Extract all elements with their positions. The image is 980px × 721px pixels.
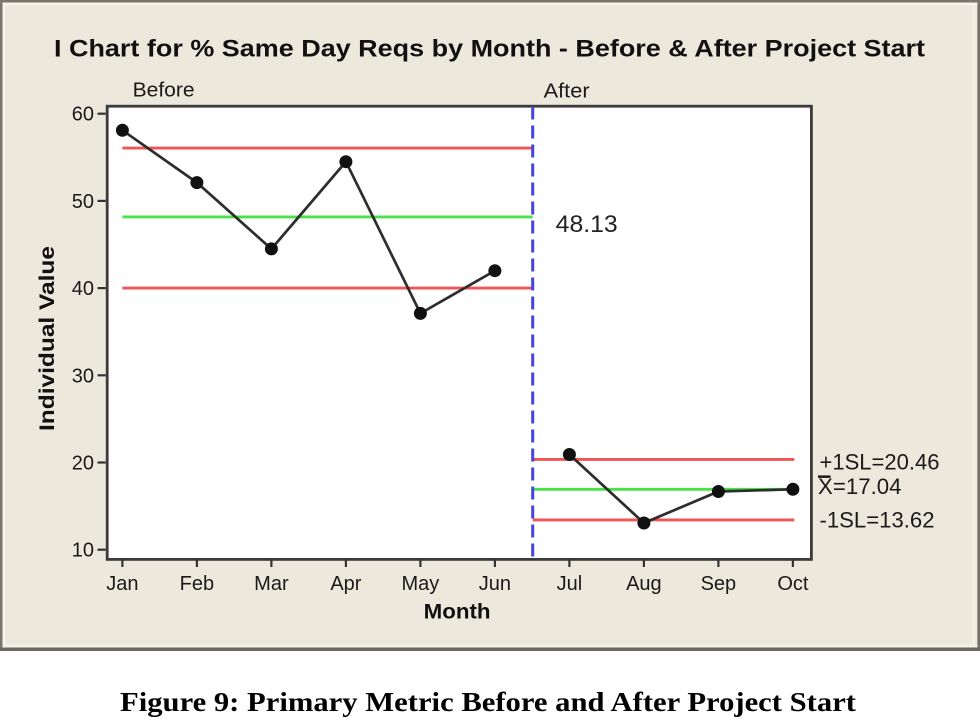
svg-text:Before: Before (133, 80, 195, 102)
svg-text:After: After (544, 81, 590, 103)
svg-text:Individual Value: Individual Value (36, 246, 59, 431)
svg-text:Month: Month (424, 601, 491, 624)
svg-text:May: May (402, 573, 440, 595)
svg-text:40: 40 (72, 278, 94, 300)
svg-text:Feb: Feb (180, 573, 214, 595)
svg-text:I Chart for % Same Day Reqs by: I Chart for % Same Day Reqs by Month - B… (54, 36, 925, 63)
svg-text:Apr: Apr (330, 573, 361, 595)
svg-text:30: 30 (72, 365, 94, 387)
svg-text:60: 60 (72, 104, 94, 126)
svg-text:Oct: Oct (777, 573, 809, 595)
svg-text:20: 20 (72, 453, 94, 475)
svg-text:Jun: Jun (479, 573, 511, 595)
svg-text:Figure 9: Primary Metric Befor: Figure 9: Primary Metric Before and Afte… (120, 687, 856, 717)
svg-text:Jul: Jul (557, 573, 583, 595)
svg-text:48.13: 48.13 (556, 211, 618, 238)
svg-text:-1SL=13.62: -1SL=13.62 (820, 508, 935, 533)
svg-text:Sep: Sep (701, 573, 737, 595)
svg-text:Jan: Jan (106, 573, 138, 595)
svg-text:Aug: Aug (626, 573, 662, 595)
svg-text:Mar: Mar (254, 573, 289, 595)
svg-text:+1SL=20.46: +1SL=20.46 (820, 450, 940, 475)
svg-text:50: 50 (72, 191, 94, 213)
svg-text:X=17.04: X=17.04 (818, 474, 902, 499)
svg-text:10: 10 (72, 540, 94, 562)
